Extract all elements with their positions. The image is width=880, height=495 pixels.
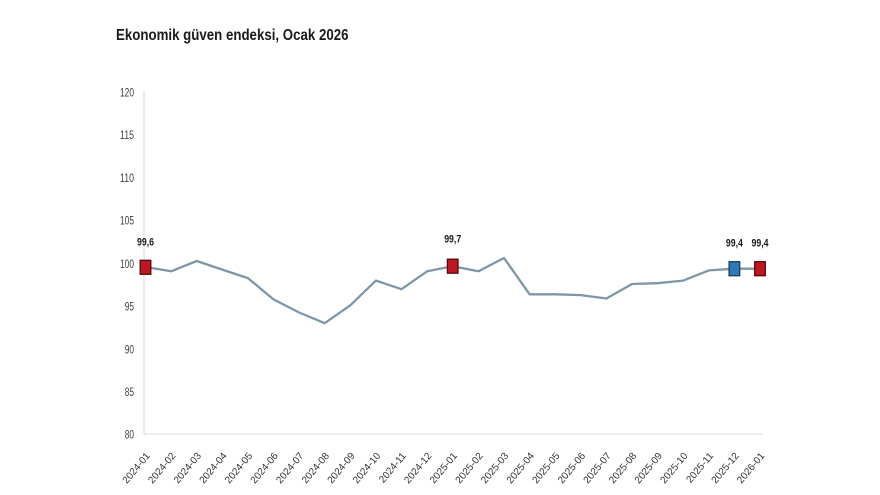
svg-text:95: 95 (125, 302, 134, 314)
svg-text:85: 85 (125, 387, 134, 399)
svg-text:80: 80 (125, 430, 134, 442)
svg-text:99,7: 99,7 (444, 234, 461, 246)
svg-text:110: 110 (120, 173, 134, 185)
svg-text:2026-01: 2026-01 (735, 451, 767, 487)
svg-text:100: 100 (120, 259, 134, 271)
svg-text:120: 120 (120, 87, 134, 99)
svg-text:90: 90 (125, 344, 134, 356)
svg-text:115: 115 (120, 130, 134, 142)
svg-text:99,4: 99,4 (752, 238, 770, 250)
svg-text:99,6: 99,6 (137, 237, 154, 249)
svg-text:105: 105 (120, 216, 134, 228)
svg-text:99,4: 99,4 (726, 238, 744, 250)
